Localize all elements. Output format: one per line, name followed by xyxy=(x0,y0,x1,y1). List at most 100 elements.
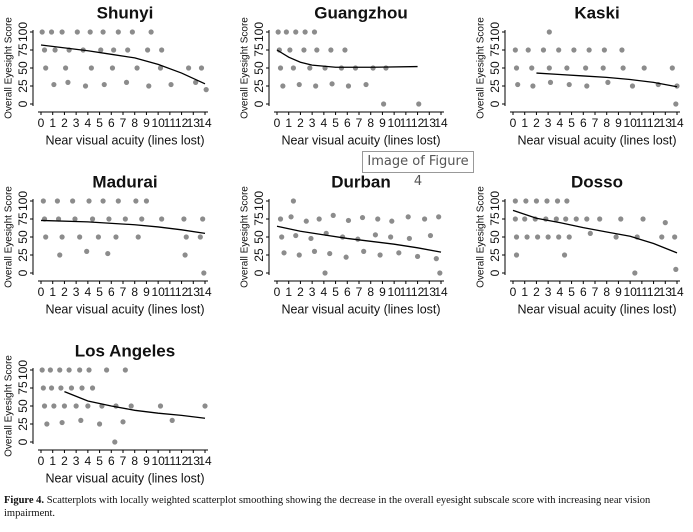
x-axis-label: Near visual acuity (lines lost) xyxy=(517,302,676,316)
x-tick-label: 11 xyxy=(636,285,649,299)
x-tick-label: 5 xyxy=(96,285,103,299)
scatter-point xyxy=(427,232,434,239)
x-tick-label: 9 xyxy=(143,285,150,299)
scatter-point xyxy=(329,81,335,87)
scatter-point xyxy=(202,403,208,409)
scatter-point xyxy=(359,214,366,221)
scatter-point xyxy=(405,214,411,220)
scatter-point xyxy=(330,212,336,218)
x-tick-label: 9 xyxy=(379,285,386,299)
caption-text: Scatterplots with locally weighted scatt… xyxy=(4,495,651,519)
scatter-point xyxy=(556,47,562,53)
x-tick-label: 7 xyxy=(120,285,127,299)
scatter-point xyxy=(389,218,395,224)
scatter-point xyxy=(544,198,550,204)
scatter-point xyxy=(311,29,318,35)
scatter-point xyxy=(307,65,313,71)
scatter-point xyxy=(48,29,55,35)
scatter-point xyxy=(139,216,145,222)
y-tick-label: 25 xyxy=(16,248,30,262)
scatter-point xyxy=(89,385,96,391)
y-tick-label: 25 xyxy=(252,79,266,93)
x-tick-label: 3 xyxy=(73,285,80,299)
x-tick-label: 13 xyxy=(187,454,201,468)
x-tick-label: 11 xyxy=(164,454,177,468)
x-tick-label: 13 xyxy=(187,285,201,299)
scatter-point xyxy=(583,65,589,71)
x-tick-label: 3 xyxy=(309,116,316,130)
scatter-point xyxy=(41,403,48,409)
scatter-point xyxy=(597,216,603,222)
scatter-point xyxy=(77,367,83,373)
scatter-point xyxy=(672,234,678,240)
scatter-point xyxy=(84,248,90,254)
scatter-point xyxy=(513,234,520,240)
panel-title: Kaski xyxy=(574,3,619,22)
scatter-point xyxy=(522,216,528,222)
x-tick-label: 2 xyxy=(61,454,68,468)
scatter-point xyxy=(59,29,65,35)
scatter-point xyxy=(277,216,284,222)
scatter-point xyxy=(388,234,394,240)
x-tick-label: 6 xyxy=(344,285,351,299)
y-axis-label: Overall Eyesight Score xyxy=(476,17,487,119)
scatter-point xyxy=(197,234,203,240)
scatter-point xyxy=(96,421,103,427)
scatter-point xyxy=(605,79,611,85)
y-tick-label: 50 xyxy=(16,61,30,75)
scatter-point xyxy=(566,234,572,240)
scatter-point xyxy=(89,216,96,222)
scatter-point xyxy=(525,47,531,53)
scatter-point xyxy=(422,216,428,222)
x-tick-label: 7 xyxy=(356,116,363,130)
x-tick-label: 8 xyxy=(603,116,610,130)
scatter-point xyxy=(313,83,319,89)
scatter-point xyxy=(198,65,205,71)
scatter-point xyxy=(48,385,55,391)
y-tick-label: 75 xyxy=(488,212,502,226)
panel-title: Madurai xyxy=(92,172,157,191)
scatter-point xyxy=(563,216,569,222)
x-tick-label: 4 xyxy=(85,454,92,468)
scatter-point xyxy=(52,47,58,53)
x-tick-label: 6 xyxy=(580,285,587,299)
scatter-point xyxy=(157,65,164,71)
scatter-point xyxy=(573,216,579,222)
panel-title: Shunyi xyxy=(97,3,154,22)
scatter-point xyxy=(43,234,49,240)
scatter-point xyxy=(275,29,281,35)
scatter-point xyxy=(619,47,625,53)
scatter-point xyxy=(203,87,209,93)
scatter-point xyxy=(133,198,139,204)
scatter-point xyxy=(586,47,592,53)
x-tick-label: 2 xyxy=(61,116,68,130)
y-tick-label: 25 xyxy=(488,248,502,262)
scatter-point xyxy=(122,367,128,373)
y-axis-label: Overall Eyesight Score xyxy=(476,186,487,288)
y-tick-label: 75 xyxy=(252,212,266,226)
x-tick-label: 1 xyxy=(521,285,528,299)
scatter-point xyxy=(277,65,284,71)
scatter-point xyxy=(39,29,45,35)
y-tick-label: 100 xyxy=(16,191,30,211)
scatter-point xyxy=(134,65,140,71)
x-tick-label: 10 xyxy=(387,285,401,299)
y-tick-label: 75 xyxy=(16,43,30,57)
y-tick-label: 50 xyxy=(252,230,266,244)
x-tick-label: 1 xyxy=(521,116,528,130)
scatter-point xyxy=(105,250,111,257)
scatter-point xyxy=(556,234,562,240)
scatter-point xyxy=(513,65,520,71)
smoothing-line xyxy=(276,225,442,253)
scatter-point xyxy=(524,234,530,240)
scatter-point xyxy=(342,47,348,53)
x-tick-label: 12 xyxy=(647,116,661,130)
scatter-point xyxy=(584,83,590,89)
scatter-point xyxy=(530,83,536,89)
scatter-point xyxy=(433,256,439,262)
x-tick-label: 11 xyxy=(164,285,177,299)
scatter-point xyxy=(159,216,165,222)
x-tick-label: 5 xyxy=(96,454,103,468)
scatter-point xyxy=(352,65,359,71)
